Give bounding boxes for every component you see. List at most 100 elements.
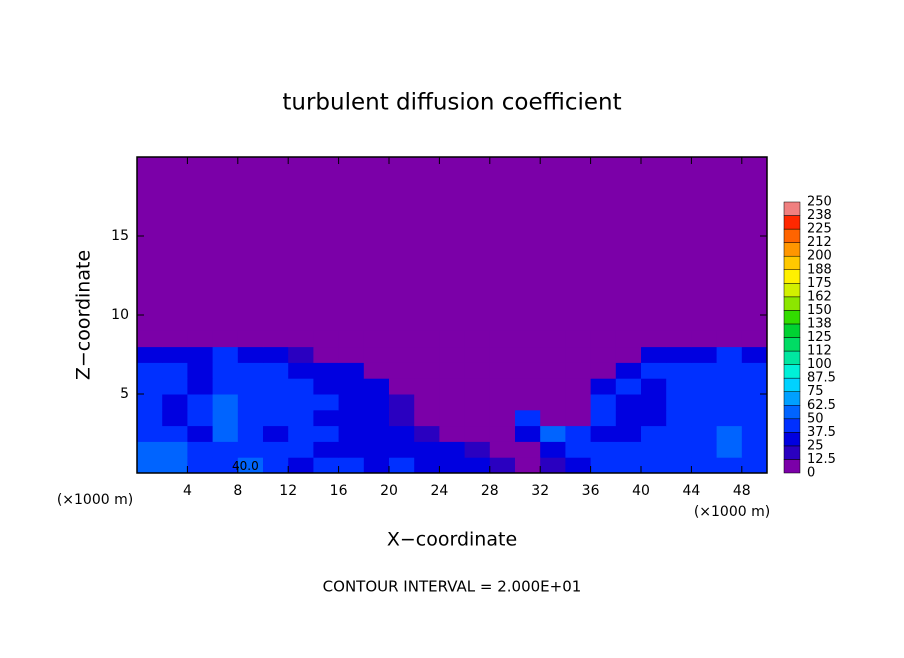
field-cell xyxy=(615,441,642,458)
field-cell xyxy=(338,457,365,474)
field-cell xyxy=(641,394,667,411)
field-cell xyxy=(313,330,340,348)
field-cell xyxy=(666,362,692,379)
field-cell xyxy=(414,330,440,348)
x-unit-left: (×1000 m) xyxy=(57,492,133,508)
field-cell xyxy=(313,409,340,427)
field-cell xyxy=(263,346,289,363)
field-cell xyxy=(464,346,491,363)
field-cell xyxy=(540,425,566,442)
field-cell xyxy=(338,394,365,411)
field-cell xyxy=(540,346,566,363)
field-cell xyxy=(313,457,340,474)
field-cell xyxy=(313,362,340,379)
field-cell xyxy=(741,362,768,379)
field-cell xyxy=(212,330,239,348)
field-cell xyxy=(666,457,692,474)
field-cell xyxy=(414,362,440,379)
field-cell xyxy=(338,346,365,363)
colorbar-segment xyxy=(783,228,801,243)
field-cell xyxy=(263,409,289,427)
field-cell xyxy=(489,441,516,458)
x-tick-label: 20 xyxy=(380,483,398,499)
x-tick-label: 12 xyxy=(279,483,297,499)
field-cell xyxy=(716,362,743,379)
field-cell xyxy=(565,409,592,427)
field-cell xyxy=(313,378,340,395)
field-cell xyxy=(540,441,566,458)
x-tick-label: 48 xyxy=(733,483,751,499)
colorbar-segment xyxy=(783,377,801,392)
colorbar-segment xyxy=(783,405,801,420)
field-cell xyxy=(615,362,642,379)
field-cell xyxy=(716,330,743,348)
field-cell xyxy=(288,394,314,411)
x-tick-label: 4 xyxy=(183,483,192,499)
field-cell xyxy=(716,425,743,442)
field-cell xyxy=(237,394,264,411)
field-cell xyxy=(741,346,768,363)
field-cell xyxy=(363,362,390,379)
x-unit-right: (×1000 m) xyxy=(694,504,770,520)
field-cell xyxy=(389,457,415,474)
field-cell xyxy=(162,330,188,348)
colorbar-label: 12.5 xyxy=(807,452,836,467)
colorbar-segment xyxy=(783,364,801,379)
x-tick-label: 8 xyxy=(233,483,242,499)
field-cell xyxy=(540,409,566,427)
field-cell xyxy=(363,330,390,348)
field-cell xyxy=(162,441,188,458)
field-cell xyxy=(615,346,642,363)
field-cell xyxy=(716,346,743,363)
field-cell xyxy=(137,330,163,348)
colorbar-label: 25 xyxy=(807,438,824,453)
field-cell xyxy=(338,441,365,458)
field-cell xyxy=(691,394,718,411)
field-cell xyxy=(212,362,239,379)
y-tick-label: 10 xyxy=(111,307,129,323)
field-cell xyxy=(489,378,516,395)
field-cell xyxy=(489,457,516,474)
colorbar-segment xyxy=(783,337,801,352)
field-cell xyxy=(288,457,314,474)
field-cell xyxy=(389,394,415,411)
field-cell xyxy=(641,346,667,363)
field-cell xyxy=(590,346,617,363)
field-cell xyxy=(615,457,642,474)
field-cell xyxy=(237,457,264,474)
field-cell xyxy=(691,378,718,395)
x-tick-label: 40 xyxy=(632,483,650,499)
field-cell xyxy=(187,409,214,427)
field-cell xyxy=(464,457,491,474)
colorbar-label: 212 xyxy=(807,235,832,250)
field-cell xyxy=(565,457,592,474)
field-cell xyxy=(187,346,214,363)
field-cell xyxy=(741,457,768,474)
field-cell xyxy=(237,362,264,379)
field-cell xyxy=(263,394,289,411)
field-cell xyxy=(389,346,415,363)
field-cell xyxy=(590,425,617,442)
field-cell xyxy=(137,441,163,458)
field-cell xyxy=(464,441,491,458)
field-cell xyxy=(212,425,239,442)
x-tick-label: 44 xyxy=(682,483,700,499)
colorbar-segment xyxy=(783,418,801,433)
field-cell xyxy=(187,457,214,474)
field-cell xyxy=(489,394,516,411)
field-cell xyxy=(389,425,415,442)
field-cell xyxy=(263,330,289,348)
x-tick-label: 24 xyxy=(430,483,448,499)
field-cell xyxy=(263,441,289,458)
field-cell xyxy=(540,394,566,411)
field-cell xyxy=(741,409,768,427)
field-cell xyxy=(641,441,667,458)
field-cell xyxy=(212,409,239,427)
field-cell xyxy=(288,441,314,458)
field-cell xyxy=(237,425,264,442)
field-cell xyxy=(187,441,214,458)
field-cell xyxy=(489,346,516,363)
colorbar-label: 50 xyxy=(807,411,824,426)
footer: CONTOUR INTERVAL = 2.000E+01 xyxy=(323,578,582,596)
